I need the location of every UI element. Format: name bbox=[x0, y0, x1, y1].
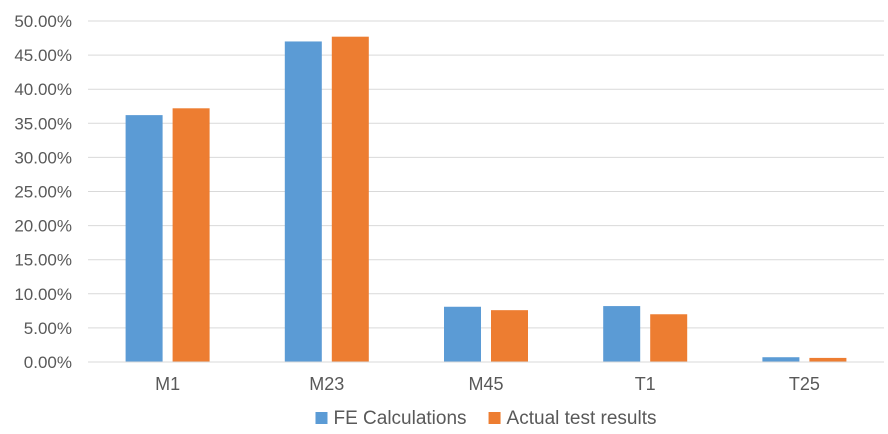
y-tick-label: 50.00% bbox=[14, 12, 72, 31]
y-tick-label: 20.00% bbox=[14, 217, 72, 236]
x-category-label: M23 bbox=[309, 374, 344, 394]
y-tick-label: 10.00% bbox=[14, 285, 72, 304]
x-category-label: T1 bbox=[635, 374, 656, 394]
x-category-label: M45 bbox=[468, 374, 503, 394]
y-tick-label: 15.00% bbox=[14, 251, 72, 270]
legend-swatch bbox=[488, 412, 501, 424]
gridlines bbox=[88, 20, 884, 329]
x-axis: M1 M23 M45 T1 T25 bbox=[88, 361, 884, 394]
y-tick-label: 5.00% bbox=[24, 319, 72, 338]
y-tick-label: 45.00% bbox=[14, 46, 72, 65]
bar-t25-series-1 bbox=[762, 357, 800, 362]
x-category-label: M1 bbox=[155, 374, 180, 394]
bar-m23-series-1 bbox=[284, 41, 322, 363]
y-tick-label: 35.00% bbox=[14, 114, 72, 133]
y-tick-label: 25.00% bbox=[14, 183, 72, 202]
bar-m45-series-1 bbox=[444, 306, 481, 362]
bar-t1-series-1 bbox=[603, 306, 641, 362]
legend: FE Calculations Actual test results bbox=[315, 408, 657, 429]
bar-t25-series-2 bbox=[809, 357, 847, 362]
bar-m45-series-2 bbox=[491, 310, 528, 362]
legend-label: FE Calculations bbox=[333, 408, 466, 429]
bar-m1-series-1 bbox=[125, 115, 163, 362]
bar-m23-series-2 bbox=[331, 36, 369, 362]
y-tick-label: 0.00% bbox=[24, 353, 72, 372]
y-axis-tick-labels: 0.00% 5.00% 10.00% 15.00% 20.00% 25.00% 30.00%… bbox=[14, 12, 72, 372]
bar-t1-series-2 bbox=[650, 314, 688, 362]
y-tick-label: 30.00% bbox=[14, 148, 72, 167]
y-tick-label: 40.00% bbox=[14, 80, 72, 99]
bar-m1-series-2 bbox=[172, 108, 210, 363]
legend-label: Actual test results bbox=[507, 408, 657, 429]
x-category-label: T25 bbox=[789, 374, 820, 394]
legend-swatch bbox=[315, 412, 328, 424]
bars bbox=[125, 36, 847, 363]
